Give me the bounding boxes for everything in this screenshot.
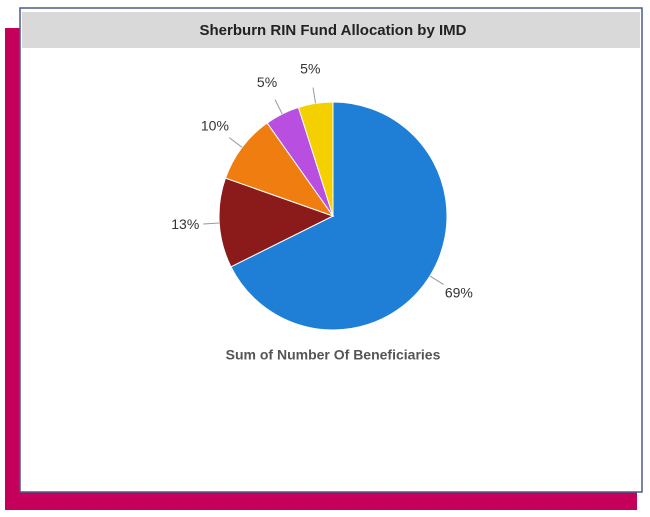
data-label: 10%: [201, 118, 229, 134]
chart-title: Sherburn RIN Fund Allocation by IMD: [200, 22, 467, 39]
title-bar: [22, 12, 640, 48]
leader-line: [203, 222, 220, 225]
annotation: Sum of Number Of Beneficiaries: [226, 347, 441, 363]
leader-line: [312, 87, 317, 104]
leader-line: [429, 275, 444, 285]
data-label: 5%: [257, 74, 277, 90]
data-label: 5%: [300, 60, 320, 76]
data-label: 13%: [171, 216, 199, 232]
pie-slice: [230, 101, 448, 331]
leader-line: [228, 137, 243, 148]
leader-line: [274, 99, 283, 115]
data-label: 69%: [445, 285, 473, 301]
pie-slice: [297, 101, 334, 217]
pie-slice: [218, 177, 335, 268]
